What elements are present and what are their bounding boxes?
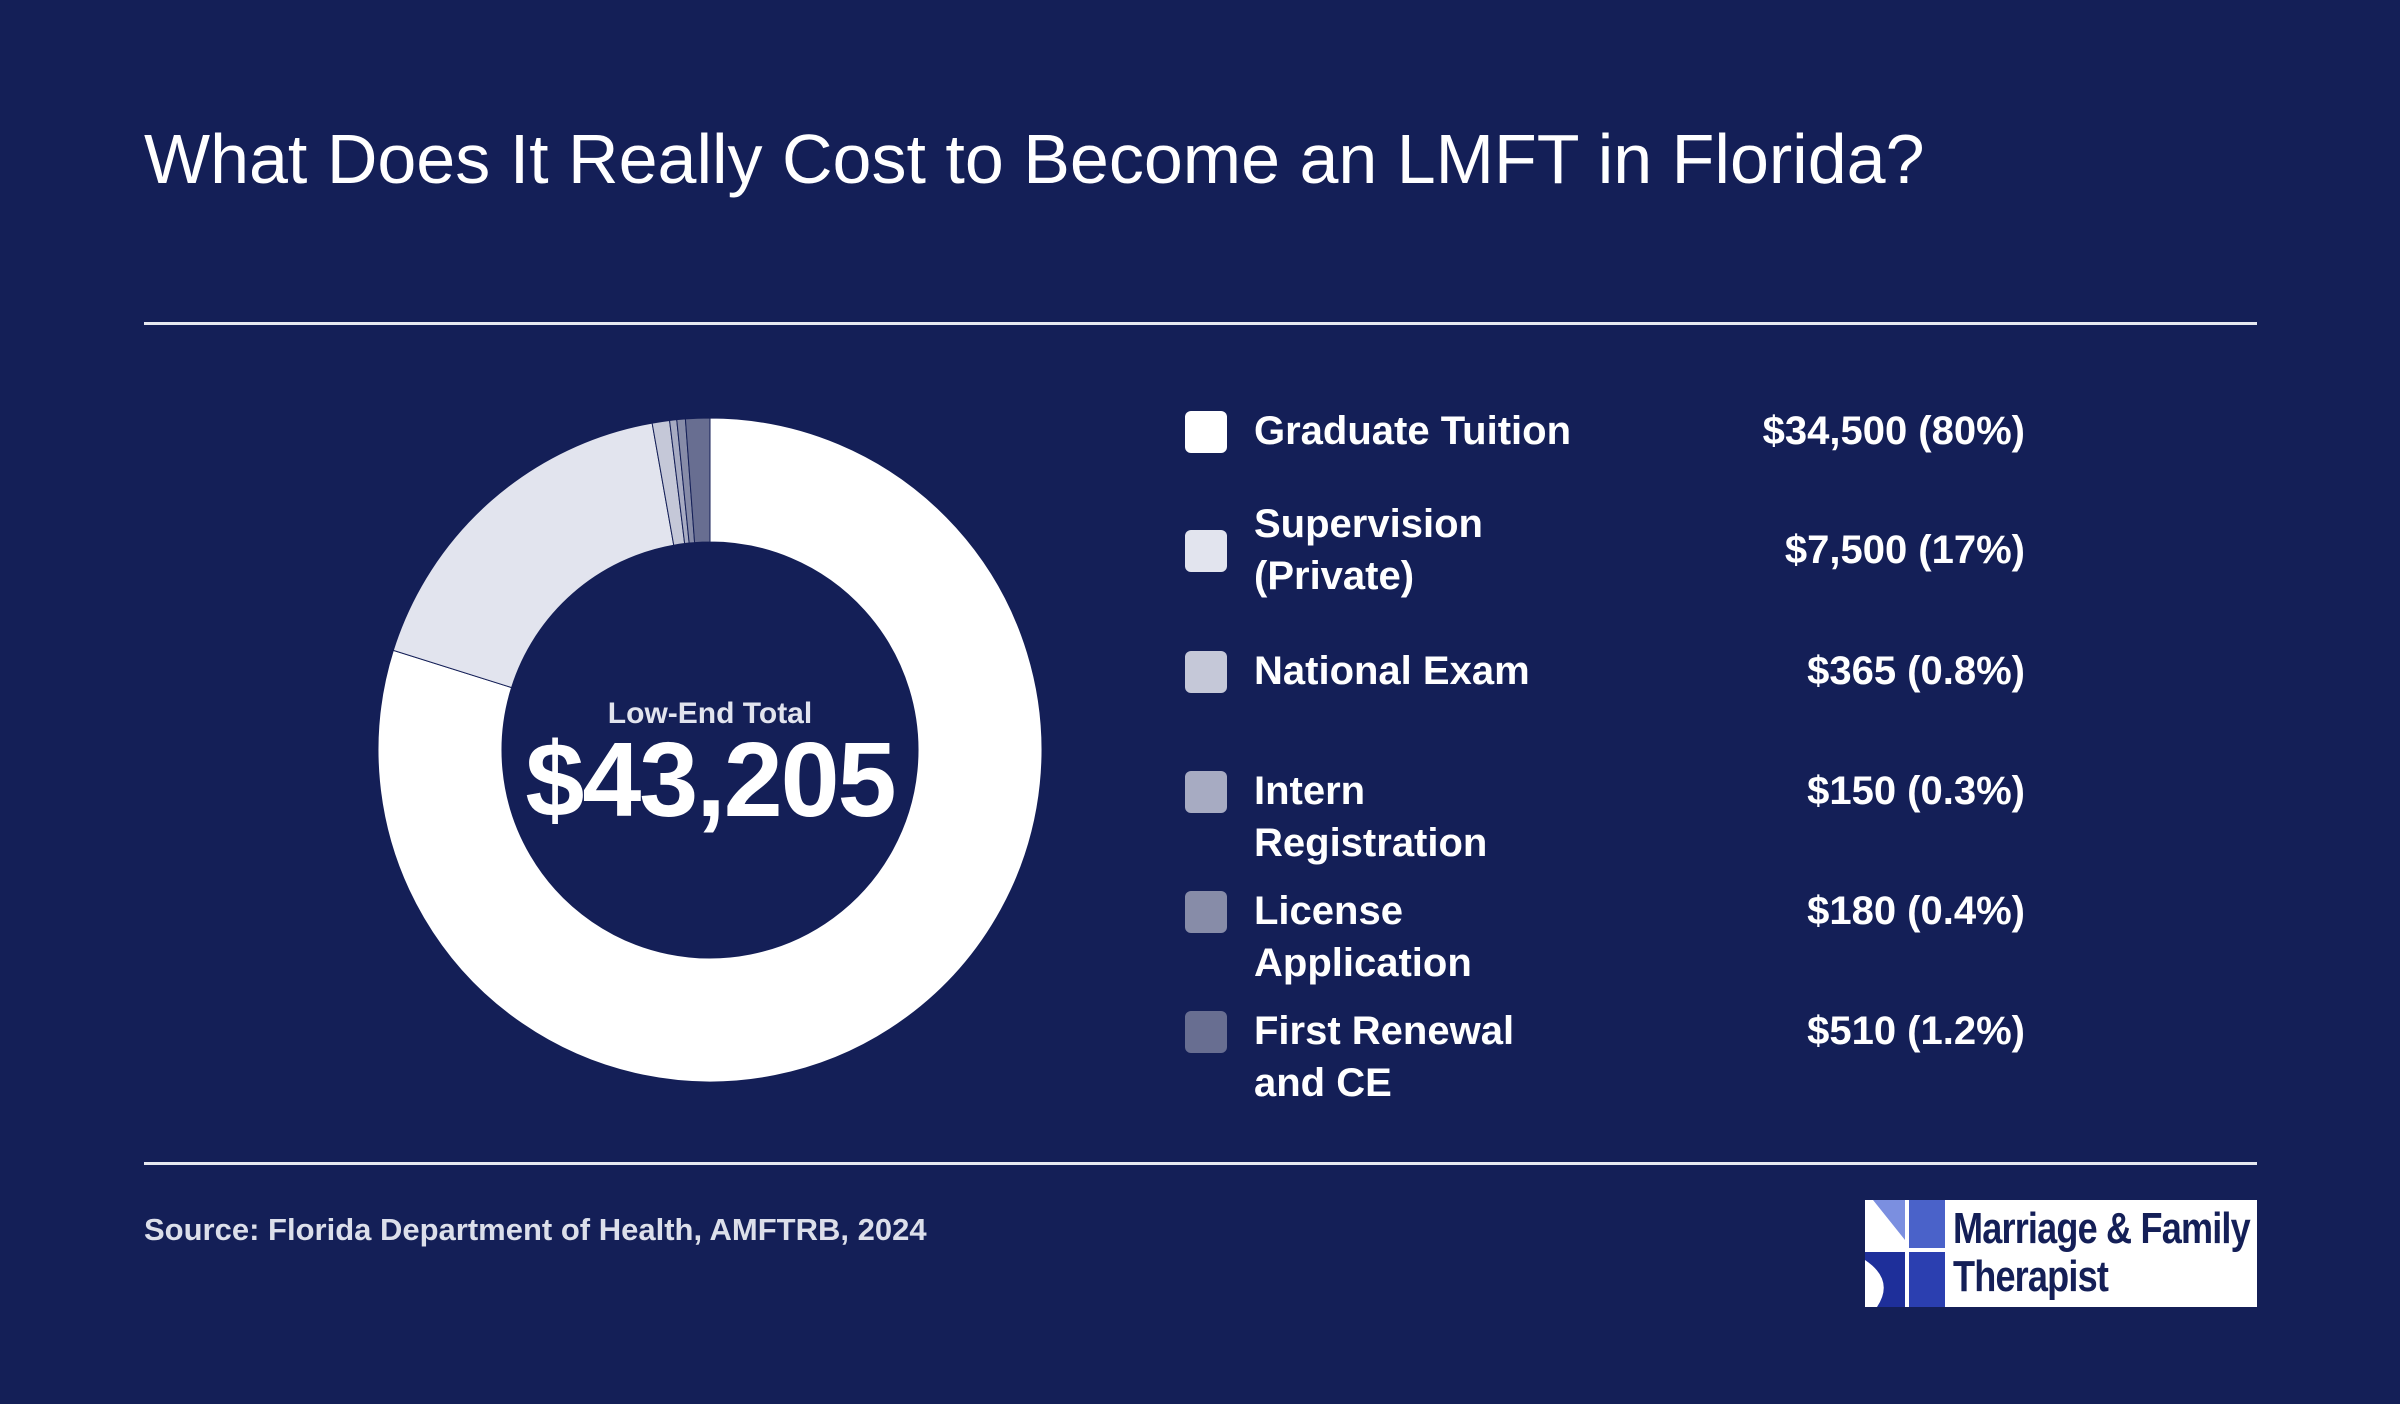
donut-chart	[377, 417, 1043, 1083]
legend-value: $34,500 (80%)	[1762, 409, 2025, 453]
page-title: What Does It Really Cost to Become an LM…	[144, 120, 1925, 198]
legend-swatch	[1185, 771, 1227, 813]
logo-mark-icon	[1865, 1200, 1945, 1307]
legend-swatch	[1185, 891, 1227, 933]
legend-label: License Application	[1254, 889, 1472, 985]
title-divider	[144, 322, 2257, 325]
legend-value: $150 (0.3%)	[1807, 769, 2025, 813]
legend-value: $7,500 (17%)	[1784, 528, 2025, 572]
legend-label: National Exam	[1254, 649, 1530, 693]
legend-label: Intern Registration	[1254, 769, 1488, 865]
legend-item-license-application: License Application $180 (0.4%)	[1185, 873, 2025, 985]
logo-text-line1: Marriage & Family	[1953, 1204, 2251, 1253]
legend-item-first-renewal: First Renewal and CE $510 (1.2%)	[1185, 993, 2025, 1105]
legend-item-graduate-tuition: Graduate Tuition $34,500 (80%)	[1185, 393, 2025, 473]
legend-label: Supervision (Private)	[1254, 502, 1483, 598]
source-note: Source: Florida Department of Health, AM…	[144, 1212, 927, 1247]
legend-swatch	[1185, 530, 1227, 572]
center-total-value: $43,205	[525, 721, 896, 839]
footer-divider	[144, 1162, 2257, 1165]
legend-swatch	[1185, 651, 1227, 693]
legend-value: $180 (0.4%)	[1807, 889, 2025, 933]
legend-swatch	[1185, 411, 1227, 453]
donut-slice-graduate-tuition	[377, 417, 1043, 1083]
legend-swatch	[1185, 1011, 1227, 1053]
legend-value: $510 (1.2%)	[1807, 1009, 2025, 1053]
legend-value: $365 (0.8%)	[1807, 649, 2025, 693]
legend-label: First Renewal and CE	[1254, 1009, 1515, 1105]
legend-item-national-exam: National Exam $365 (0.8%)	[1185, 633, 2025, 713]
legend-item-supervision: Supervision (Private) $7,500 (17%)	[1185, 498, 2025, 598]
legend-item-intern-registration: Intern Registration $150 (0.3%)	[1185, 753, 2025, 865]
logo-text-line2: Therapist	[1953, 1252, 2109, 1301]
legend-label: Graduate Tuition	[1254, 409, 1572, 453]
brand-logo: Marriage & Family Therapist	[1865, 1200, 2257, 1307]
donut-slice-first-renewal-and-ce	[684, 417, 711, 544]
donut-slice-supervision-private	[392, 422, 675, 689]
center-total-label: Low-End Total	[607, 697, 813, 730]
